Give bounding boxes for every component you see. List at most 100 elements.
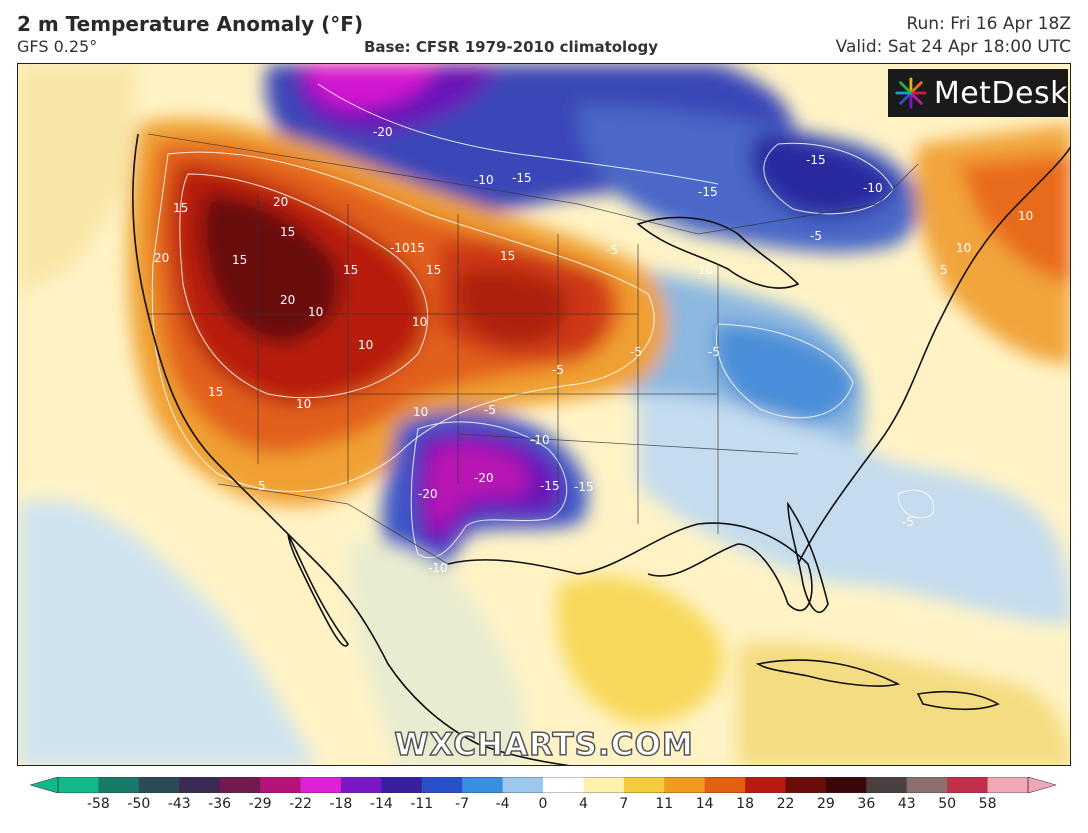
colorbar-right-arrow [1027, 777, 1056, 793]
contour-label: -15 [698, 185, 718, 199]
anomaly-field: -20 -10 -15 -15 -15 -10 15 20 15 20 15 -… [18, 64, 1070, 765]
colorbar-segment [179, 777, 221, 793]
contour-label: 15 [208, 385, 223, 399]
colorbar-tick-label: -11 [410, 796, 434, 812]
colorbar-segment [58, 777, 100, 793]
contour-label: 15 [280, 225, 295, 239]
colorbar-segment [502, 777, 544, 793]
contour-label: -5 [630, 345, 642, 359]
contour-label: -10 [474, 173, 494, 187]
colorbar-tick-label: 22 [776, 796, 795, 812]
colorbar-tick-label: 7 [619, 796, 629, 812]
contour-label: -10 [863, 181, 883, 195]
contour-label: -15 [512, 171, 532, 185]
colorbar-tick-label: 29 [816, 796, 835, 812]
contour-label: 10 [412, 315, 427, 329]
colorbar-tick-label: -29 [248, 796, 272, 812]
colorbar-segment [866, 777, 908, 793]
anomaly-map[interactable]: -20 -10 -15 -15 -15 -10 15 20 15 20 15 -… [17, 63, 1071, 766]
colorbar-segment [745, 777, 787, 793]
colorbar-tick-label: -43 [167, 796, 191, 812]
colorbar-segment [381, 777, 423, 793]
contour-label: -20 [418, 487, 438, 501]
colorbar-segment [704, 777, 746, 793]
contour-label: -15 [806, 153, 826, 167]
baja [287, 533, 349, 647]
map-title: 2 m Temperature Anomaly (°F) [17, 12, 364, 36]
colorbar-segment [543, 777, 585, 793]
contour-label: -5 [902, 515, 914, 529]
contour-label: 20 [154, 251, 169, 265]
colorbar-segment [906, 777, 948, 793]
colorbar-tick-label: -18 [329, 796, 353, 812]
colorbar-segment [623, 777, 665, 793]
contour-label: -5 [708, 345, 720, 359]
contour-label: 10 [413, 405, 428, 419]
starburst-logo-icon [895, 77, 927, 109]
colorbar-segment [421, 777, 463, 793]
contour-label: 10 [1018, 209, 1033, 223]
contour-label: 20 [273, 195, 288, 209]
climatology-base: Base: CFSR 1979-2010 climatology [364, 38, 659, 56]
model-name: GFS 0.25° [17, 37, 98, 56]
colorbar-tick-label: 58 [978, 796, 997, 812]
colorbar-tick-label: 50 [938, 796, 957, 812]
colorbar-ticks: -58 -50 -43 -36 -29 -22 -18 -14 -11 -7 -4 0 4 7 11 14 18… [0, 796, 1088, 820]
logo-text: MetDesk [933, 75, 1068, 111]
colorbar-tick-label: -50 [127, 796, 151, 812]
colorbar-tick-label: -14 [369, 796, 393, 812]
colorbar-segment [947, 777, 989, 793]
contour-label: -20 [373, 125, 393, 139]
contour-label: 5 [940, 263, 948, 277]
colorbar-segment [260, 777, 302, 793]
contour-label: 15 [500, 249, 515, 263]
colorbar-segment [785, 777, 827, 793]
colorbar-segment [300, 777, 342, 793]
cuba [755, 659, 901, 687]
colorbar-segment [987, 777, 1029, 793]
contour-label: -5 [606, 243, 618, 257]
colorbar-segment [825, 777, 867, 793]
contour-label: 20 [280, 293, 295, 307]
colorbar-segment [138, 777, 180, 793]
watermark: WXCHARTS.COM [394, 726, 694, 764]
colorbar-left-arrow [30, 777, 59, 793]
colorbar-segment [219, 777, 261, 793]
contour-label: -5 [484, 403, 496, 417]
contour-label: -1015 [390, 241, 425, 255]
contour-label: -5 [552, 363, 564, 377]
colorbar-segment [583, 777, 625, 793]
colorbar-segment [340, 777, 382, 793]
colorbar-tick-label: 14 [695, 796, 714, 812]
colorbar-segment [98, 777, 140, 793]
contour-label: 10 [296, 397, 311, 411]
florida [787, 501, 829, 613]
colorbar-segment [462, 777, 504, 793]
colorbar [30, 777, 1056, 793]
contour-label: -10 [530, 433, 550, 447]
us-mexico-border [217, 483, 449, 565]
contour-label: -15 [540, 479, 560, 493]
contour-label: 5 [258, 479, 266, 493]
colorbar-tick-label: -4 [495, 796, 510, 812]
hispaniola [916, 690, 1000, 711]
us-canada-border [147, 133, 919, 235]
contour-label: 15 [426, 263, 441, 277]
contour-label: 10 [698, 263, 713, 277]
metdesk-logo: MetDesk [888, 69, 1068, 117]
colorbar-tick-label: -36 [208, 796, 232, 812]
colorbar-tick-label: -22 [289, 796, 312, 812]
coastline-east [797, 146, 1070, 565]
colorbar-tick-label: 18 [736, 796, 754, 812]
colorbar-tick-label: 36 [857, 796, 876, 812]
contour-label: 15 [343, 263, 358, 277]
run-time: Run: Fri 16 Apr 18Z [906, 14, 1071, 34]
colorbar-tick-label: 4 [578, 796, 588, 812]
contour-label: -10 [428, 561, 448, 575]
contour-label: 10 [956, 241, 971, 255]
contour-label: 15 [232, 253, 247, 267]
contour-label: -15 [574, 480, 594, 494]
colorbar-tick-label: -58 [86, 796, 110, 812]
colorbar-tick-label: 11 [655, 796, 674, 812]
coastline-west [131, 133, 570, 765]
